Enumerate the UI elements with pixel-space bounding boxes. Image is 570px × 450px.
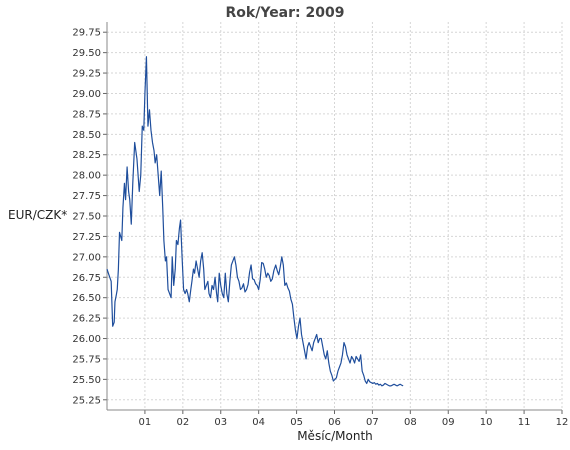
- y-tick-label: 26.75: [72, 273, 101, 284]
- x-axis-label: Měsíc/Month: [297, 429, 373, 443]
- y-tick-label: 27.00: [72, 252, 101, 263]
- x-tick-label: 02: [176, 417, 189, 428]
- y-tick-label: 27.75: [72, 191, 101, 202]
- chart-title: Rok/Year: 2009: [226, 5, 345, 21]
- y-tick-label: 29.00: [72, 89, 101, 100]
- series-line: [106, 56, 404, 387]
- tick-labels: 25.25 25.50 25.75 26.00 26.25 26.50 26.75 27.00…: [72, 28, 568, 428]
- y-tick-label: 26.50: [72, 293, 101, 304]
- x-tick-label: 12: [556, 417, 569, 428]
- y-tick-label: 26.00: [72, 334, 101, 345]
- y-tick-label: 27.25: [72, 232, 101, 243]
- y-tick-label: 28.50: [72, 130, 101, 141]
- y-tick-label: 28.75: [72, 109, 101, 120]
- x-tick-label: 05: [290, 417, 303, 428]
- x-tick-label: 03: [214, 417, 227, 428]
- y-tick-label: 26.25: [72, 314, 101, 325]
- x-tick-label: 09: [442, 417, 455, 428]
- y-tick-label: 29.25: [72, 69, 101, 80]
- x-tick-label: 10: [480, 417, 493, 428]
- x-tick-label: 04: [252, 417, 265, 428]
- y-tick-label: 25.25: [72, 395, 101, 406]
- y-tick-label: 28.00: [72, 171, 101, 182]
- y-tick-label: 28.25: [72, 150, 101, 161]
- x-tick-label: 07: [366, 417, 379, 428]
- x-tick-label: 08: [404, 417, 417, 428]
- x-tick-label: 06: [328, 417, 341, 428]
- axes: [103, 22, 563, 414]
- y-tick-label: 29.75: [72, 28, 101, 39]
- x-tick-label: 11: [518, 417, 531, 428]
- y-tick-label: 27.50: [72, 212, 101, 223]
- x-tick-label: 01: [139, 417, 152, 428]
- y-axis-label: EUR/CZK*: [8, 208, 67, 222]
- y-tick-label: 29.50: [72, 48, 101, 59]
- y-tick-label: 25.75: [72, 354, 101, 365]
- y-tick-label: 25.50: [72, 375, 101, 386]
